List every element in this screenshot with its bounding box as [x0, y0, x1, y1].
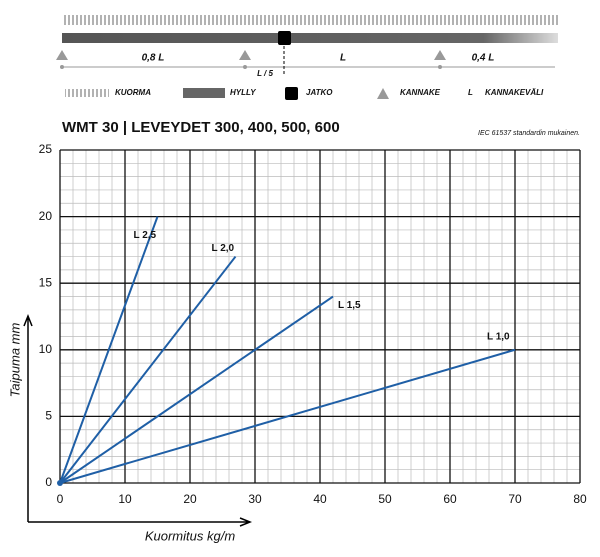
series-label: L 1,5	[338, 300, 361, 311]
x-tick-label: 70	[508, 492, 522, 506]
series-line	[59, 255, 237, 484]
legend-label: JATKO	[306, 88, 333, 97]
y-tick-label: 25	[39, 142, 53, 156]
x-tick-label: 80	[573, 492, 587, 506]
legend-label: KUORMA	[115, 88, 151, 97]
support	[239, 50, 251, 60]
shelf	[62, 33, 558, 43]
offset-label: L / 5	[257, 69, 273, 78]
axis-arrows	[23, 313, 253, 527]
x-tick-label: 20	[183, 492, 197, 506]
support	[434, 50, 446, 60]
dim-dot	[438, 65, 442, 69]
series-line	[59, 295, 334, 484]
diagram-legend: KUORMA HYLLY JATKO KANNAKE L KANNAKEVÄLI	[65, 87, 544, 100]
legend-label: KANNAKEVÄLI	[485, 88, 544, 97]
x-tick-label: 40	[313, 492, 327, 506]
support	[56, 50, 68, 60]
x-tick-label: 30	[248, 492, 262, 506]
y-axis-label: Taipuma mm	[7, 323, 22, 398]
y-tick-label: 10	[39, 342, 53, 356]
series-label: L 2,0	[212, 243, 235, 254]
legend-label: KANNAKE	[400, 88, 441, 97]
series-line	[59, 216, 159, 484]
legend-swatch	[183, 88, 225, 98]
support-diagram: 0,8 L L 0,4 L L / 5	[56, 15, 558, 78]
legend-label: L	[468, 88, 473, 97]
y-tick-label: 20	[39, 209, 53, 223]
series-label: L 2,5	[134, 230, 157, 241]
span-label: 0,8 L	[142, 53, 165, 64]
x-tick-label: 50	[378, 492, 392, 506]
x-tick-label: 60	[443, 492, 457, 506]
chart-note: IEC 61537 standardin mukainen.	[478, 130, 580, 137]
y-tick-label: 15	[39, 275, 53, 289]
load-hatch	[62, 15, 558, 25]
x-tick-label: 0	[57, 492, 64, 506]
span-label: 0,4 L	[472, 53, 495, 64]
legend-swatch	[285, 87, 298, 100]
legend-label: HYLLY	[230, 88, 256, 97]
legend-swatch	[65, 89, 109, 97]
x-axis-label: Kuormitus kg/m	[145, 528, 235, 543]
series-line	[59, 348, 516, 484]
y-tick-label: 0	[45, 475, 52, 489]
legend-swatch	[377, 88, 389, 99]
origin-dot	[57, 480, 63, 486]
span-label: L	[340, 53, 346, 64]
dim-dot	[243, 65, 247, 69]
x-tick-label: 10	[118, 492, 132, 506]
joint	[278, 31, 291, 45]
series-label: L 1,0	[487, 331, 510, 342]
dim-dot	[60, 65, 64, 69]
chart-title: WMT 30 | LEVEYDET 300, 400, 500, 600	[62, 119, 340, 136]
y-tick-label: 5	[45, 409, 52, 423]
